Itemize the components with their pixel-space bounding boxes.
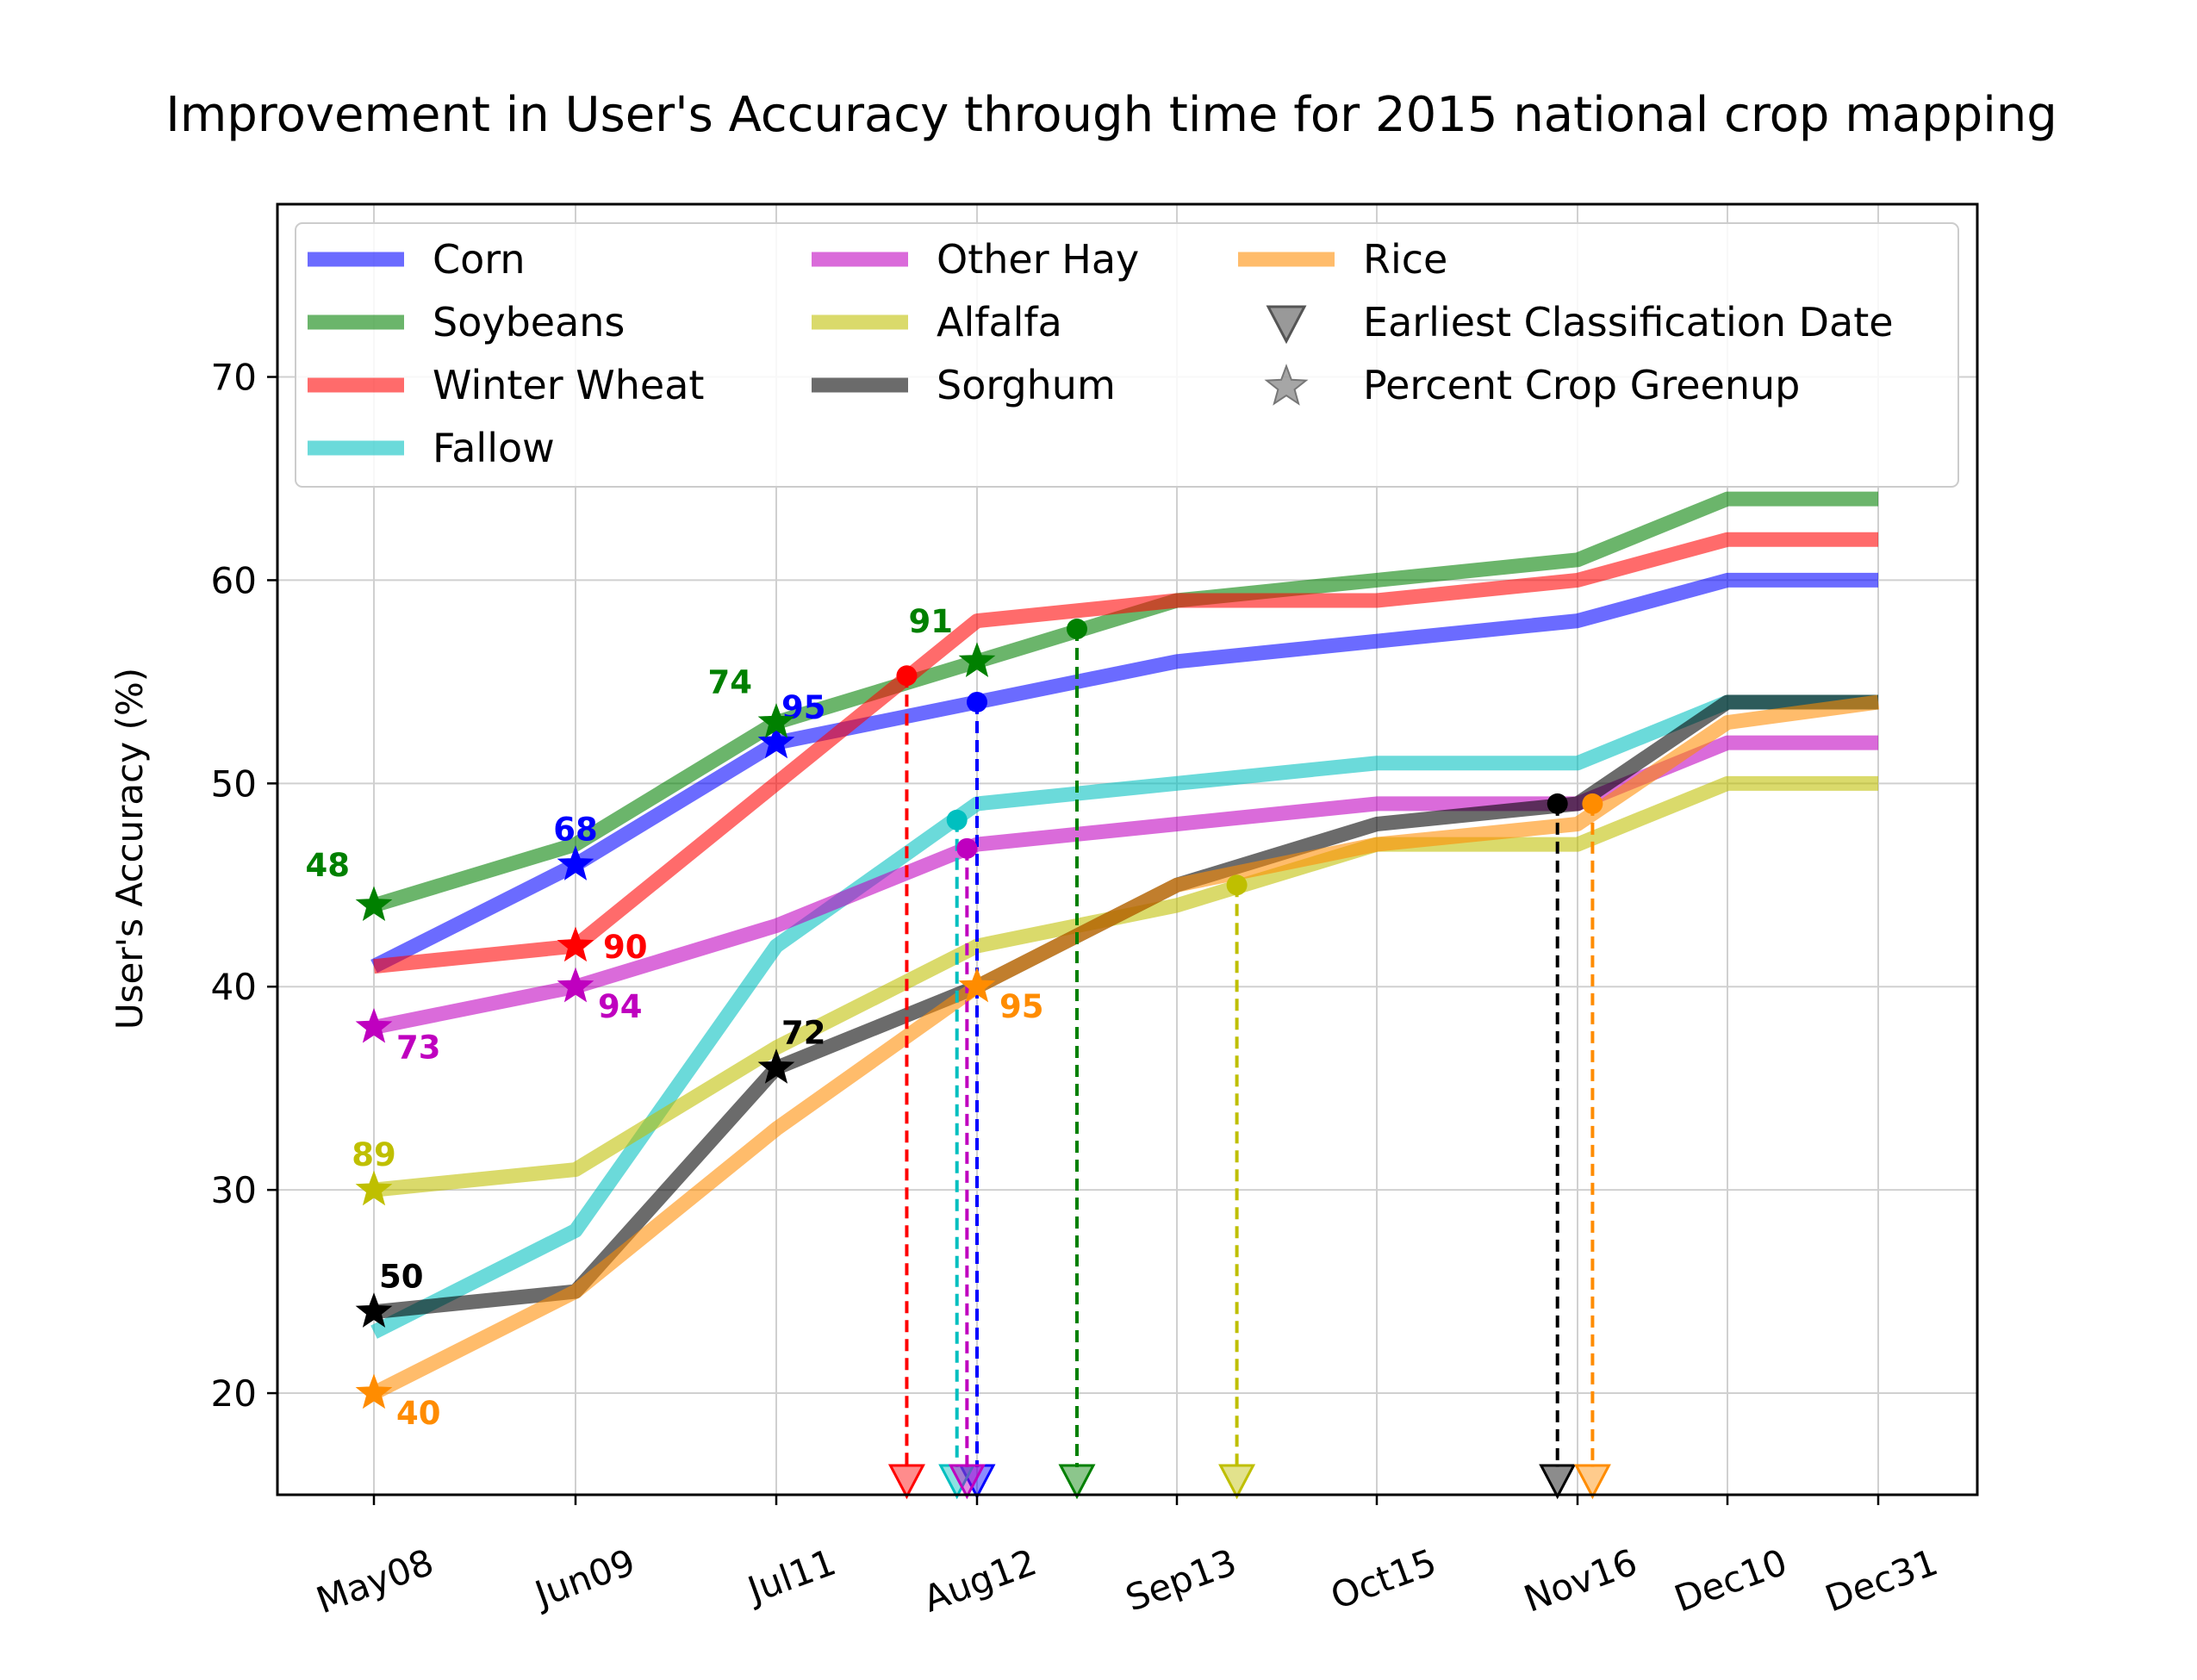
earliest-date-point bbox=[946, 809, 968, 831]
series-line bbox=[373, 775, 1878, 1198]
greenup-star bbox=[958, 967, 996, 1003]
x-tick-label: Jun09 bbox=[527, 1540, 640, 1616]
x-tick-label: May08 bbox=[311, 1540, 439, 1621]
legend-label: Alfalfa bbox=[937, 299, 1062, 345]
x-tick-label: Jul11 bbox=[740, 1540, 841, 1612]
greenup-label: 95 bbox=[999, 988, 1044, 1025]
greenup-label: 72 bbox=[781, 1015, 826, 1052]
series-line bbox=[373, 532, 1878, 974]
greenup-label: 91 bbox=[909, 603, 954, 640]
earliest-date-point bbox=[896, 665, 918, 687]
greenup-star bbox=[355, 1373, 393, 1409]
legend-box bbox=[295, 222, 1959, 488]
chart-title: Improvement in User's Accuracy through t… bbox=[165, 87, 2057, 143]
legend-label: Other Hay bbox=[937, 236, 1139, 283]
legend-star bbox=[1264, 364, 1309, 406]
greenup-label: 94 bbox=[598, 988, 643, 1025]
earliest-date-triangle bbox=[1539, 1464, 1577, 1500]
greenup-star bbox=[355, 1007, 393, 1043]
x-tick-label: Aug12 bbox=[918, 1540, 1042, 1620]
earliest-date-point bbox=[1226, 874, 1248, 896]
greenup-label: 48 bbox=[306, 847, 351, 884]
legend: Corn Soybeans Winter Wheat Fallow Other Hay A… bbox=[295, 222, 1959, 488]
x-tick-label: Nov16 bbox=[1518, 1540, 1642, 1620]
greenup-label: 90 bbox=[603, 929, 648, 966]
plot-frame bbox=[276, 202, 1979, 1496]
legend-label: Sorghum bbox=[937, 362, 1116, 408]
greenup-star bbox=[355, 1292, 393, 1328]
y-tick-label: 40 bbox=[211, 966, 257, 1008]
y-tick-label: 30 bbox=[211, 1169, 257, 1211]
greenup-label: 68 bbox=[553, 812, 598, 849]
x-tick-label: Sep13 bbox=[1120, 1540, 1242, 1619]
y-tick-label: 60 bbox=[211, 559, 257, 601]
x-tick-label: Dec10 bbox=[1669, 1540, 1792, 1620]
greenup-label: 73 bbox=[396, 1029, 441, 1066]
legend-label: Percent Crop Greenup bbox=[1363, 362, 1800, 408]
greenup-star bbox=[958, 642, 996, 677]
legend-label: Earliest Classification Date bbox=[1363, 299, 1894, 345]
greenup-star bbox=[757, 1048, 795, 1084]
x-tick-label: Dec31 bbox=[1820, 1540, 1943, 1620]
greenup-label: 40 bbox=[396, 1395, 441, 1432]
earliest-date-triangle bbox=[1058, 1464, 1096, 1500]
greenup-star bbox=[355, 1170, 393, 1206]
legend-label: Soybeans bbox=[433, 299, 625, 345]
legend-label: Corn bbox=[433, 236, 526, 283]
y-tick-label: 50 bbox=[211, 762, 257, 805]
greenup-star bbox=[557, 967, 594, 1003]
earliest-date-point bbox=[967, 691, 987, 712]
greenup-label: 74 bbox=[708, 664, 753, 701]
greenup-star bbox=[557, 926, 594, 962]
earliest-date-triangle bbox=[1573, 1464, 1611, 1500]
greenup-star bbox=[757, 703, 795, 738]
y-axis-label: User's Accuracy (%) bbox=[109, 668, 151, 1030]
y-tick-label: 70 bbox=[211, 357, 257, 399]
series-line bbox=[370, 572, 1878, 974]
greenup-star bbox=[757, 723, 795, 759]
legend-label: Rice bbox=[1363, 236, 1447, 283]
series-line bbox=[370, 694, 1880, 1400]
earliest-date-triangle bbox=[887, 1464, 925, 1500]
earliest-date-point bbox=[1582, 793, 1603, 814]
earliest-date-triangle bbox=[948, 1464, 986, 1500]
y-tick-label: 20 bbox=[211, 1372, 257, 1415]
greenup-star bbox=[355, 886, 393, 922]
legend-label: Fallow bbox=[433, 425, 555, 471]
earliest-date-point bbox=[956, 837, 978, 859]
legend-triangle bbox=[1266, 305, 1307, 345]
greenup-label: 50 bbox=[379, 1259, 424, 1296]
earliest-date-point bbox=[1067, 619, 1087, 640]
greenup-label: 89 bbox=[352, 1136, 396, 1173]
greenup-star bbox=[557, 845, 594, 880]
series-layer bbox=[370, 491, 1880, 1400]
legend-label: Winter Wheat bbox=[433, 362, 704, 408]
earliest-date-triangle bbox=[1218, 1464, 1256, 1500]
earliest-date-point bbox=[1547, 793, 1568, 814]
x-tick-label: Oct15 bbox=[1325, 1540, 1441, 1617]
